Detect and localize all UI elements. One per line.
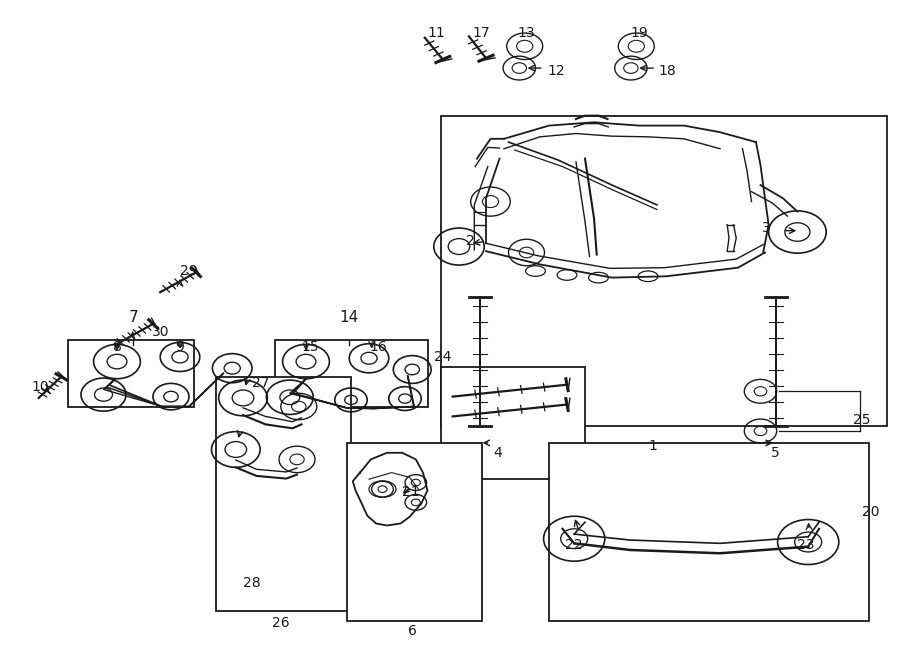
Text: 26: 26: [272, 615, 290, 630]
Text: 2: 2: [466, 234, 475, 249]
Text: 11: 11: [428, 26, 446, 40]
Text: 3: 3: [762, 221, 771, 235]
Text: 17: 17: [472, 26, 490, 40]
Text: 5: 5: [771, 446, 780, 460]
Bar: [68, 340, 194, 407]
Text: 20: 20: [862, 505, 880, 520]
Bar: [441, 367, 585, 479]
Text: 7: 7: [129, 310, 138, 325]
Text: 12: 12: [547, 64, 565, 79]
Text: 21: 21: [401, 485, 419, 500]
Text: 15: 15: [302, 340, 319, 354]
Text: 22: 22: [564, 538, 582, 553]
Bar: [549, 443, 868, 621]
Text: 30: 30: [151, 325, 169, 339]
Text: 27: 27: [252, 376, 270, 391]
Text: 24: 24: [434, 350, 452, 364]
Bar: [216, 377, 351, 611]
Text: 18: 18: [659, 64, 677, 79]
Text: 9: 9: [176, 340, 184, 354]
Bar: [346, 443, 482, 621]
Text: 6: 6: [408, 624, 417, 639]
Text: 25: 25: [853, 412, 871, 427]
Text: 29: 29: [180, 264, 198, 278]
Bar: [441, 116, 886, 426]
Text: 16: 16: [369, 340, 387, 354]
Text: 10: 10: [32, 379, 50, 394]
Bar: [274, 340, 428, 407]
Text: 8: 8: [112, 340, 122, 354]
Text: 13: 13: [518, 26, 536, 40]
Text: 1: 1: [648, 439, 657, 453]
Text: 14: 14: [339, 310, 359, 325]
Text: 23: 23: [796, 538, 814, 553]
Text: 28: 28: [243, 576, 261, 590]
Text: 19: 19: [630, 26, 648, 40]
Text: 4: 4: [493, 446, 502, 460]
